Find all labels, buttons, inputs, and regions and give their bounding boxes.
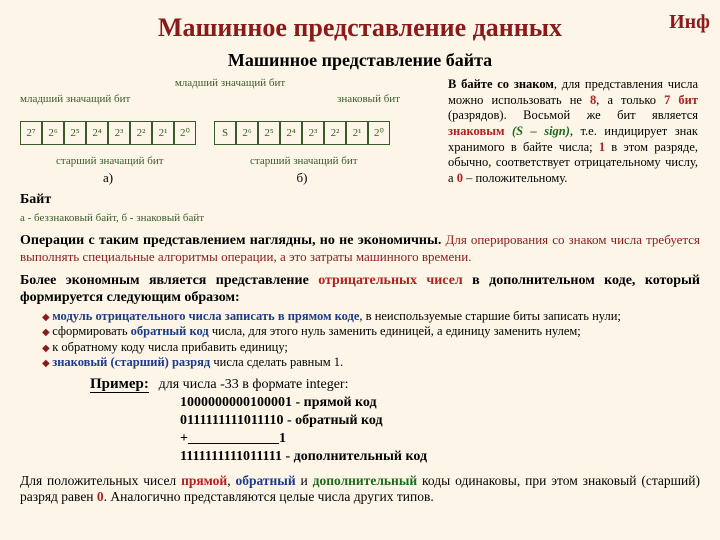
signed-byte-paragraph: В байте со знаком, для пред­ставления чи… [440,77,698,226]
bullet-1: модуль отрицательного числа записать в п… [42,309,700,325]
bit-cell: 2¹ [346,121,368,145]
byte-label: Байт [20,191,440,209]
code-line-1: 1000000000100001 - прямой код [180,394,700,412]
bit-cell: 2³ [108,121,130,145]
code-line-2: 0111111111011110 - обратный код [180,412,700,430]
bit-cell: 2⁷ [20,121,42,145]
bit-cell: 2⁶ [42,121,64,145]
example-block: Пример: для числа -33 в формате integer: [90,375,700,394]
bullet-3: к обратному коду числа прибавить единицу… [42,340,700,356]
paragraph-3: Для положительных чисел прямой, обратный… [20,473,700,507]
byte-b: S2⁶2⁵2⁴2³2²2¹2⁰ старший значащий бит б) [214,121,390,187]
bit-cell: 2⁴ [280,121,302,145]
bit-cell: S [214,121,236,145]
caption-a: а) [20,170,196,186]
label-mlad-top: младший значащий бит [20,77,440,91]
bullet-4: знаковый (старший) разряд числа сделать … [42,355,700,371]
bit-cell: 2² [324,121,346,145]
bit-cell: 2⁶ [236,121,258,145]
caption-b: б) [214,170,390,186]
bullet-2: сформировать обратный код числа, для это… [42,324,700,340]
bullet-list: модуль отрицательного числа записать в п… [42,309,700,372]
label-star-a: старший значащий бит [56,155,196,169]
bit-cell: 2⁰ [368,121,390,145]
byte-a: 2⁷2⁶2⁵2⁴2³2²2¹2⁰ старший значащий бит а) [20,121,196,187]
label-mlad-left: младший значащий бит [20,93,130,107]
code-line-4: 1111111111011111 - дополнительный код [180,448,700,466]
label-star-b: старший значащий бит [250,155,390,169]
bit-cell: 2⁰ [174,121,196,145]
main-title: Машинное представление данных [20,12,700,45]
bit-cell: 2¹ [152,121,174,145]
paragraph-2: Более экономным является представление о… [20,272,700,307]
bit-cell: 2⁵ [64,121,86,145]
label-znak: знаковый бит [337,93,400,107]
top-row: младший значащий бит младший значащий би… [20,77,700,226]
example-label: Пример: [90,376,149,393]
bit-cell: 2² [130,121,152,145]
code-lines: 1000000000100001 - прямой код 0111111111… [180,394,700,467]
corner-label: Инф [669,10,710,35]
subtitle: Машинное представление байта [20,49,700,72]
bit-cell: 2³ [302,121,324,145]
byte-diagram: младший значащий бит младший значащий би… [20,77,440,226]
bit-cell: 2⁴ [86,121,108,145]
diagram-footnote: а - беззнаковый байт, б - знаковый байт [20,212,440,226]
example-intro: для числа -33 в формате integer: [159,377,349,392]
bit-cell: 2⁵ [258,121,280,145]
code-line-3: +_____________1 [180,430,700,448]
paragraph-1: Операции с таким представлением наглядны… [20,232,700,266]
